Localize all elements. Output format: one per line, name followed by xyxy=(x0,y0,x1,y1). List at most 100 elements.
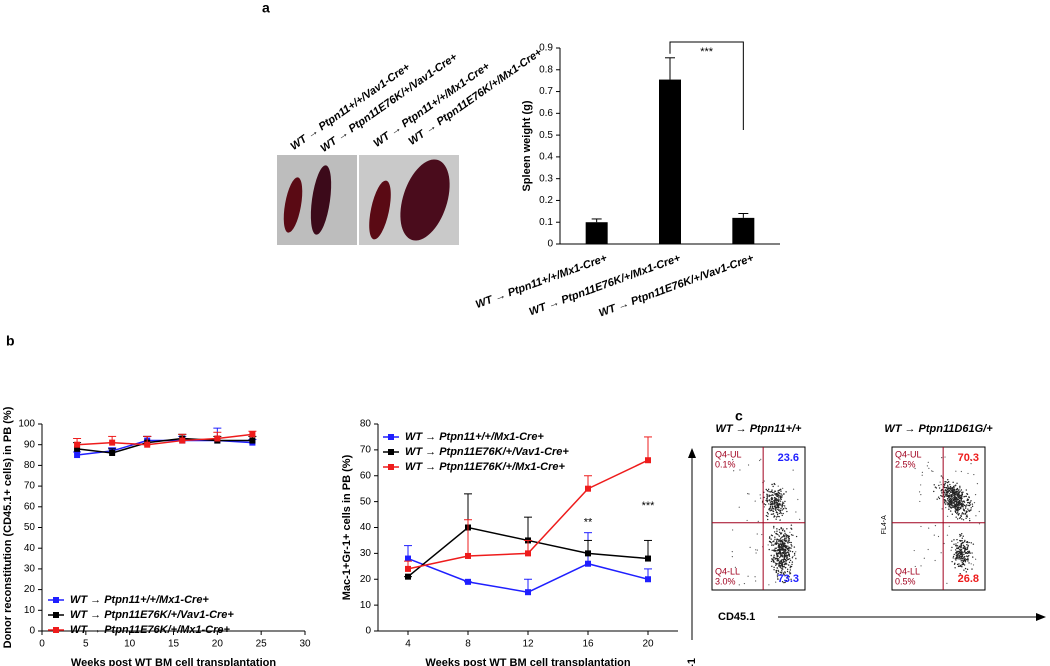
marker xyxy=(405,573,411,580)
event-dot xyxy=(786,570,789,573)
quadrant-value: 26.8 xyxy=(958,573,979,585)
event-dot xyxy=(964,561,967,563)
series-line xyxy=(77,433,253,446)
series-line xyxy=(76,437,253,454)
x-tick-label: 4 xyxy=(405,639,411,650)
event-dot xyxy=(782,552,785,555)
event-dot xyxy=(771,498,773,501)
event-dot xyxy=(783,493,785,495)
event-dot xyxy=(951,490,953,493)
event-dot xyxy=(963,504,965,507)
marker xyxy=(585,550,591,557)
event-dot xyxy=(965,548,967,551)
event-dot xyxy=(768,494,770,496)
event-dot xyxy=(784,560,787,562)
event-dot xyxy=(972,556,974,558)
event-dot xyxy=(771,491,774,494)
y-tick-label: 80 xyxy=(360,419,372,430)
event-dot xyxy=(780,512,782,515)
event-dot xyxy=(738,584,740,586)
event-dot xyxy=(962,519,965,521)
event-dot xyxy=(782,507,785,510)
event-dot xyxy=(748,493,750,495)
legend-label: WT → Ptpn11E76K/+/Mx1-Cre+ xyxy=(405,461,566,473)
event-dot xyxy=(947,481,950,483)
event-dot xyxy=(959,572,961,575)
event-dot xyxy=(963,509,965,512)
event-dot xyxy=(788,548,790,550)
legend-marker xyxy=(388,449,394,455)
event-dot xyxy=(939,481,941,483)
arrow-head xyxy=(1036,613,1046,621)
event-dot xyxy=(791,557,794,559)
event-dot xyxy=(781,509,783,511)
event-dot xyxy=(771,558,773,560)
event-dot xyxy=(936,498,938,500)
event-dot xyxy=(966,514,968,516)
quadrant-pct: 0.5% xyxy=(895,576,916,586)
event-dot xyxy=(966,492,968,495)
event-dot xyxy=(790,534,793,536)
event-dot xyxy=(789,569,792,571)
event-dot xyxy=(777,572,779,575)
event-dot xyxy=(773,508,775,510)
event-dot xyxy=(966,555,968,557)
event-dot xyxy=(780,532,783,534)
event-dot xyxy=(960,549,963,551)
event-dot xyxy=(780,490,782,492)
event-dot xyxy=(780,498,782,501)
event-dot xyxy=(951,560,953,563)
event-dot xyxy=(782,568,784,570)
event-dot xyxy=(946,534,949,536)
event-dot xyxy=(757,520,759,522)
event-dot xyxy=(781,581,784,583)
event-dot xyxy=(782,501,784,503)
event-dot xyxy=(767,496,769,498)
event-dot xyxy=(774,538,776,541)
quadrant-value: 73.3 xyxy=(778,573,799,585)
spleen xyxy=(283,177,303,233)
event-dot xyxy=(788,550,790,552)
event-dot xyxy=(774,506,776,508)
event-dot xyxy=(954,485,956,487)
event-dot xyxy=(786,510,788,513)
event-dot xyxy=(781,496,783,498)
event-dot xyxy=(960,497,962,499)
x-tick-label: 20 xyxy=(212,639,224,650)
event-dot xyxy=(788,554,790,556)
marker xyxy=(249,437,256,444)
event-dot xyxy=(788,539,790,542)
event-dot xyxy=(960,553,962,555)
event-dot xyxy=(731,556,733,558)
event-dot xyxy=(773,515,776,517)
event-dot xyxy=(789,566,791,569)
event-dot xyxy=(771,565,773,568)
marker xyxy=(645,576,651,583)
event-dot xyxy=(966,548,969,550)
event-dot xyxy=(788,535,791,538)
event-dot xyxy=(966,499,968,502)
event-dot xyxy=(956,556,958,558)
event-dot xyxy=(768,537,771,539)
event-dot xyxy=(956,547,959,550)
event-dot xyxy=(781,569,783,572)
y-tick-label: 60 xyxy=(360,470,372,481)
event-dot xyxy=(973,473,975,476)
x-tick-label: 20 xyxy=(642,639,654,650)
y-tick-label: 20 xyxy=(24,584,36,595)
event-dot xyxy=(962,506,964,508)
event-dot xyxy=(961,505,963,508)
event-dot xyxy=(959,540,962,542)
event-dot xyxy=(780,527,782,529)
event-dot xyxy=(938,487,941,489)
event-dot xyxy=(970,507,972,509)
event-dot xyxy=(933,490,935,493)
event-dot xyxy=(956,508,958,510)
event-dot xyxy=(959,494,962,497)
event-dot xyxy=(950,502,952,504)
event-dot xyxy=(945,506,947,509)
event-dot xyxy=(952,485,955,488)
event-dot xyxy=(945,500,947,502)
event-dot xyxy=(920,565,922,567)
